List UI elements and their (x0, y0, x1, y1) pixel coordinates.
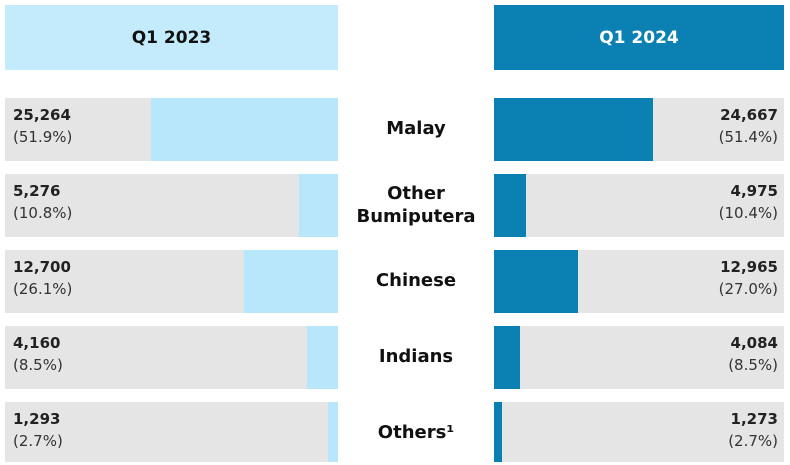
bar (494, 326, 521, 389)
share-label: (27.0%) (718, 280, 778, 298)
value-label: 4,975 (730, 182, 778, 200)
bar (494, 250, 578, 313)
panel-header: Q1 2023 (5, 5, 338, 70)
value-label: 4,084 (730, 334, 778, 352)
value-label: 4,160 (13, 334, 61, 352)
value-label: 5,276 (13, 182, 61, 200)
bar (328, 402, 338, 462)
value-label: 1,293 (13, 410, 61, 428)
row-background (5, 326, 338, 389)
bar (494, 98, 653, 161)
share-label: (51.4%) (718, 128, 778, 146)
share-label: (10.8%) (13, 204, 73, 222)
value-label: 24,667 (720, 106, 778, 124)
row-background (494, 174, 784, 237)
share-label: (26.1%) (13, 280, 73, 298)
bar (494, 402, 503, 462)
category-label: Others¹ (377, 422, 455, 444)
row-background (5, 402, 338, 462)
category-label: Other Bumiputera (356, 183, 476, 227)
value-label: 25,264 (13, 106, 71, 124)
bar (244, 250, 338, 313)
panel-header: Q1 2024 (494, 5, 784, 70)
value-label: 12,700 (13, 258, 71, 276)
bar (151, 98, 338, 161)
bar (307, 326, 338, 389)
row-background (494, 402, 784, 462)
share-label: (2.7%) (728, 432, 778, 450)
row-background (5, 174, 338, 237)
category-label: Indians (378, 346, 454, 368)
value-label: 12,965 (720, 258, 778, 276)
share-label: (51.9%) (13, 128, 73, 146)
share-label: (8.5%) (728, 356, 778, 374)
value-label: 1,273 (730, 410, 778, 428)
share-label: (10.4%) (718, 204, 778, 222)
share-label: (8.5%) (13, 356, 63, 374)
bar (494, 174, 527, 237)
category-label: Chinese (375, 270, 457, 292)
bar (298, 174, 338, 237)
category-label: Malay (386, 118, 446, 140)
row-background (494, 326, 784, 389)
share-label: (2.7%) (13, 432, 63, 450)
